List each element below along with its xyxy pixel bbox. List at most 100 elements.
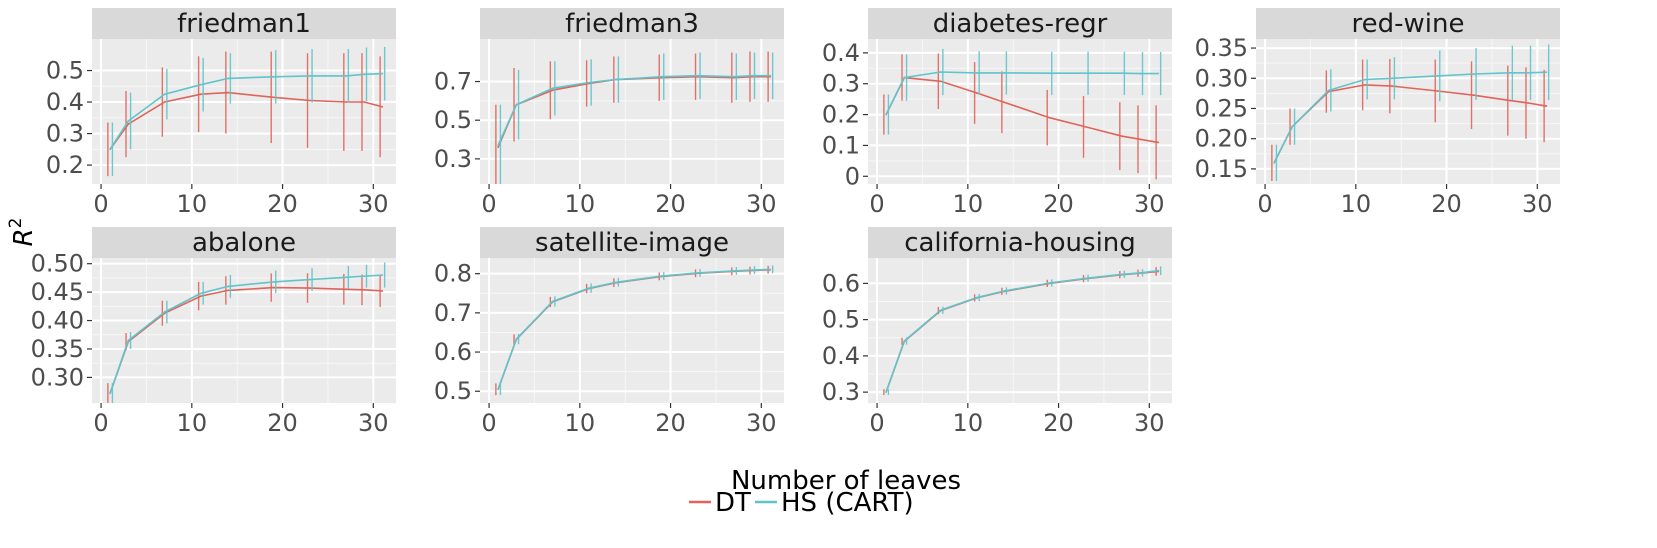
panel-strip [92,227,396,258]
data-point [976,296,978,299]
data-point [363,101,366,103]
series-line [885,76,1159,144]
series-hs-cart [497,52,774,184]
data-point [200,83,202,86]
data-point [515,103,518,106]
data-point [127,120,130,122]
panel-strip [480,227,784,258]
panel-series [495,51,774,184]
data-point [308,287,311,289]
y-tick-label: 0.3 [822,70,860,98]
panel-series [1271,44,1550,181]
data-point [345,75,347,77]
panel-friedman3: friedman3 0.3 0.5 0.7 0 10 20 30 [434,8,784,218]
data-point [497,388,499,391]
data-point [200,93,202,95]
y-tick-label: 0.25 [1195,94,1248,122]
data-point [1084,277,1087,280]
x-tick-label: 0 [481,409,496,437]
series-hs-cart [497,265,774,396]
data-point [1048,282,1051,284]
x-tick-label: 30 [746,409,777,437]
y-tick-label: 0.7 [434,68,472,96]
data-point [751,74,754,77]
y-tick-label: 0.5 [434,106,472,134]
panel-title: satellite-image [535,228,729,258]
panel-background [92,39,396,184]
panel-title: friedman1 [177,9,311,39]
x-tick-label: 0 [93,409,108,437]
series-line [1273,71,1547,164]
legend-item-hs-cart: HS (CART) [755,488,914,518]
x-tick-label: 10 [953,409,984,437]
x-tick-label: 30 [1522,190,1553,218]
y-tick-label: 0.5 [822,306,860,334]
data-point [696,272,699,274]
y-tick-label: 0.30 [31,363,84,391]
data-point [1084,72,1087,75]
data-point [551,89,554,92]
panel-series [107,262,386,403]
data-point [272,96,275,99]
panel-background [868,39,1172,184]
series-line [497,74,771,146]
data-point [696,74,699,77]
data-point [660,75,663,78]
panel-title: red-wine [1352,9,1465,39]
data-point [1003,290,1005,292]
series-line [885,71,1159,115]
y-tick-label: 0.15 [1195,155,1248,183]
panel-california-housing: california-housing 0.3 0.4 0.5 0.6 0 10 20 30 [822,227,1172,437]
y-tick-label: 0.4 [822,39,860,67]
panel-strip [1256,8,1560,39]
series-hs-cart [885,48,1162,135]
data-point [733,270,735,272]
x-tick-label: 0 [1257,190,1272,218]
panel-red-wine: red-wine 0.150.20 0.250.300.35 0 10 20 30 [1195,8,1560,218]
data-point [1291,125,1294,128]
data-point [1084,126,1087,128]
x-tick-label: 0 [93,190,108,218]
x-tick-label: 0 [869,409,884,437]
y-tick-label: 0.1 [822,131,860,159]
data-point [1472,73,1475,75]
y-tick-label: 0.3 [434,145,472,173]
x-tick-label: 30 [358,409,389,437]
x-tick-label: 30 [1134,409,1165,437]
y-tick-label: 0.2 [46,151,84,179]
y-tick-label: 0.4 [46,88,84,116]
data-point [615,78,617,81]
data-point [381,72,384,75]
data-point [1545,105,1548,107]
data-point [1472,94,1475,96]
data-point [163,311,166,313]
series-dt [883,53,1160,180]
panel-series [107,46,386,177]
data-point [1436,90,1439,92]
x-tick-label: 10 [1341,190,1372,218]
y-tick-label: 0.5 [434,377,472,405]
data-point [588,287,590,289]
panel-background [868,258,1172,403]
data-point [769,268,772,271]
series-line [885,269,1159,393]
x-tick-label: 10 [565,190,596,218]
data-point [272,76,275,78]
data-point [1157,141,1160,144]
x-tick-label: 30 [746,190,777,218]
data-point [1139,272,1142,274]
series-line [109,91,383,150]
data-point [1139,138,1142,141]
series-hs-cart [109,46,386,177]
data-point [163,93,166,95]
data-point [1364,84,1366,86]
data-point [345,288,347,291]
panel-strip [480,8,784,39]
panel-abalone: abalone 0.300.350.400.450.50 0 10 20 30 [31,227,396,437]
y-tick-label: 0.6 [822,269,860,297]
data-point [660,275,663,277]
y-tick-label: 0.3 [822,378,860,406]
data-point [615,281,617,284]
data-point [163,101,166,103]
